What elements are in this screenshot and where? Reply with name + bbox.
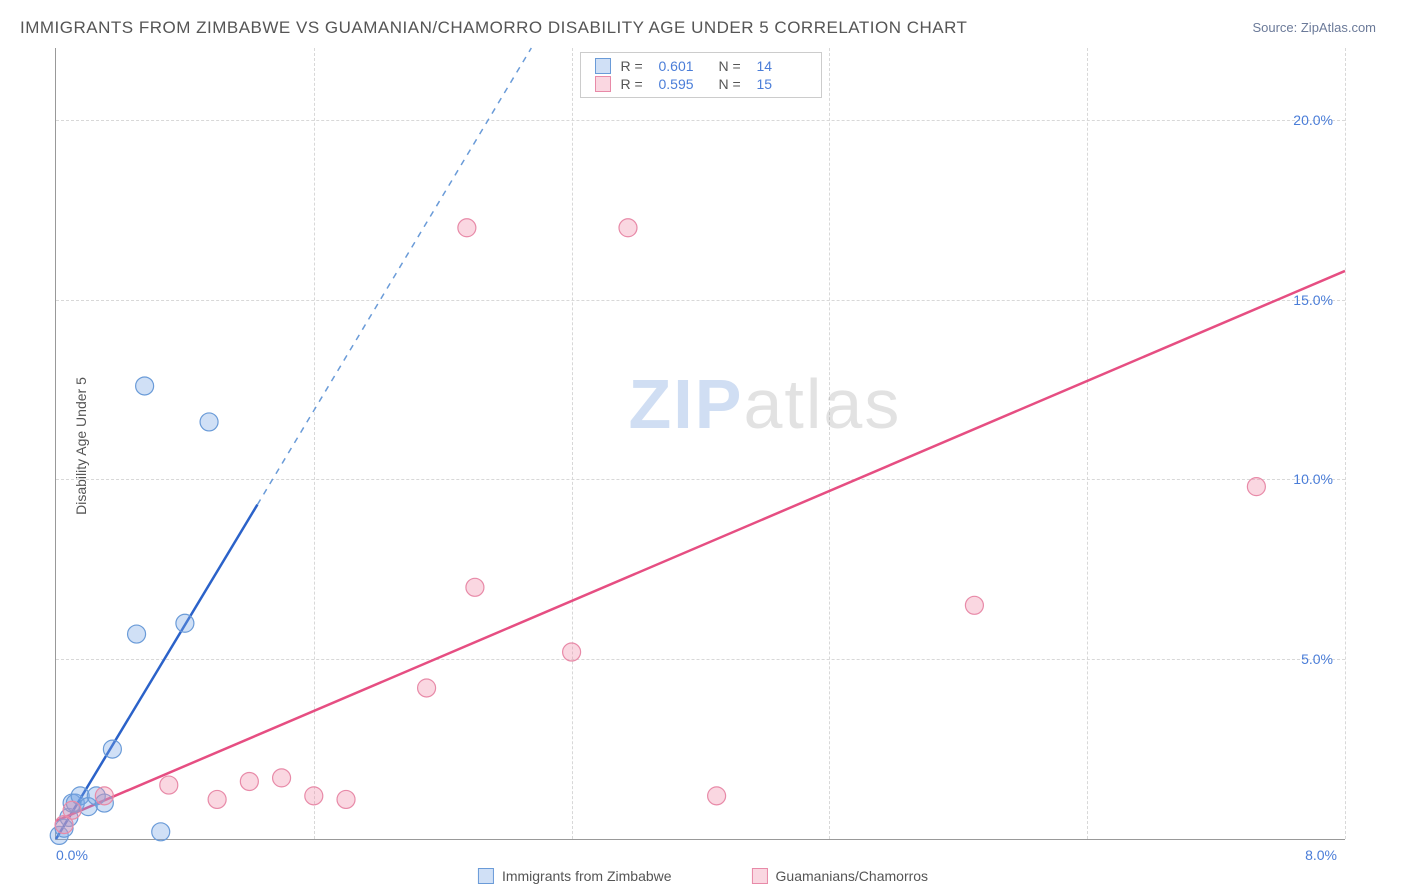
footer-legend-item-2: Guamanians/Chamorros	[752, 868, 929, 884]
scatter-point	[208, 790, 226, 808]
legend-swatch-blue	[595, 58, 611, 74]
legend-row-series1: R = 0.601 N = 14	[595, 57, 807, 75]
legend-row-series2: R = 0.595 N = 15	[595, 75, 807, 93]
scatter-point	[708, 787, 726, 805]
footer-legend: Immigrants from Zimbabwe Guamanians/Cham…	[478, 868, 928, 884]
scatter-point	[176, 614, 194, 632]
scatter-point	[152, 823, 170, 841]
footer-swatch-pink	[752, 868, 768, 884]
footer-label-1: Immigrants from Zimbabwe	[502, 868, 672, 884]
r-label: R =	[621, 58, 649, 74]
scatter-point	[965, 596, 983, 614]
n-label: N =	[719, 76, 747, 92]
scatter-point	[240, 772, 258, 790]
scatter-point	[305, 787, 323, 805]
footer-legend-item-1: Immigrants from Zimbabwe	[478, 868, 672, 884]
trendline-dashed	[257, 48, 531, 505]
scatter-point	[128, 625, 146, 643]
n-value-2: 15	[757, 76, 807, 92]
correlation-legend: R = 0.601 N = 14 R = 0.595 N = 15	[580, 52, 822, 98]
n-value-1: 14	[757, 58, 807, 74]
r-value-1: 0.601	[659, 58, 709, 74]
scatter-point	[160, 776, 178, 794]
x-tick-left: 0.0%	[56, 847, 88, 863]
scatter-point	[418, 679, 436, 697]
footer-label-2: Guamanians/Chamorros	[776, 868, 929, 884]
source-credit: Source: ZipAtlas.com	[1252, 20, 1376, 35]
scatter-point	[563, 643, 581, 661]
n-label: N =	[719, 58, 747, 74]
scatter-point	[273, 769, 291, 787]
legend-swatch-pink	[595, 76, 611, 92]
scatter-point	[63, 801, 81, 819]
scatter-point	[337, 790, 355, 808]
trendline	[56, 271, 1345, 821]
r-value-2: 0.595	[659, 76, 709, 92]
scatter-point	[1247, 478, 1265, 496]
footer-swatch-blue	[478, 868, 494, 884]
scatter-point	[466, 578, 484, 596]
scatter-point	[136, 377, 154, 395]
scatter-point	[95, 787, 113, 805]
scatter-point	[619, 219, 637, 237]
scatter-point	[103, 740, 121, 758]
scatter-point	[458, 219, 476, 237]
scatter-point	[200, 413, 218, 431]
chart-title: IMMIGRANTS FROM ZIMBABWE VS GUAMANIAN/CH…	[20, 18, 967, 38]
r-label: R =	[621, 76, 649, 92]
x-tick-right: 8.0%	[1305, 847, 1337, 863]
plot-svg	[56, 48, 1345, 839]
gridline-v	[1345, 48, 1346, 839]
plot-area: R = 0.601 N = 14 R = 0.595 N = 15 ZIPatl…	[55, 48, 1345, 840]
